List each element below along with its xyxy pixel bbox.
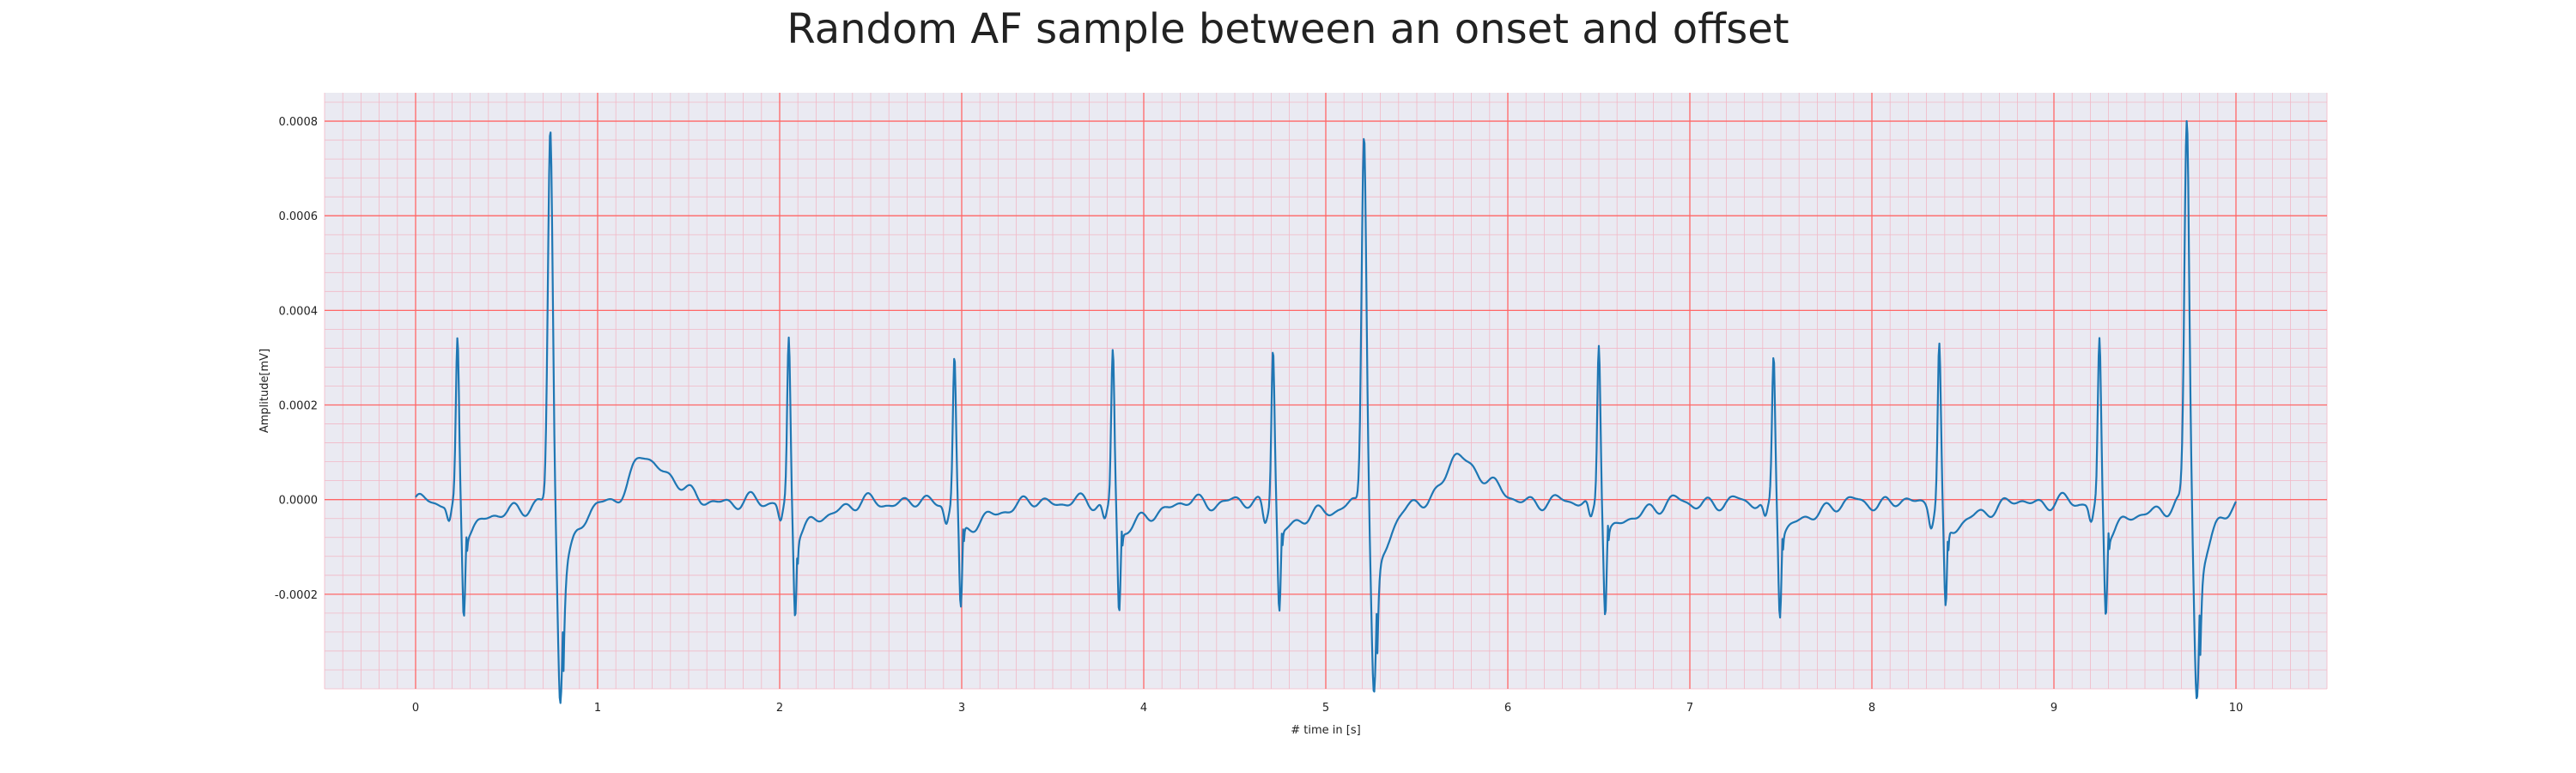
x-tick-label: 6 <box>1504 702 1511 715</box>
x-tick-label: 0 <box>412 702 419 715</box>
x-axis-label: # time in [s] <box>1291 724 1360 737</box>
x-axis-ticks: 0 1 2 3 4 5 6 7 8 9 10 <box>412 702 2243 715</box>
x-tick-label: 10 <box>2229 702 2244 715</box>
y-tick-label: -0.0002 <box>275 589 318 602</box>
ecg-signal-line <box>415 119 2237 704</box>
y-tick-label: 0.0002 <box>279 400 319 413</box>
x-tick-label: 2 <box>776 702 783 715</box>
y-tick-label: 0.0004 <box>279 305 319 318</box>
x-tick-label: 1 <box>594 702 601 715</box>
x-tick-label: 9 <box>2050 702 2057 715</box>
y-tick-label: 0.0000 <box>279 495 319 508</box>
major-grid <box>325 93 2327 689</box>
y-axis-ticks: -0.0002 0.0000 0.0002 0.0004 0.0006 0.0008 <box>275 116 318 602</box>
y-axis-label: Amplitude[mV] <box>258 349 271 433</box>
x-tick-label: 4 <box>1140 702 1147 715</box>
x-tick-label: 5 <box>1322 702 1329 715</box>
chart-title: Random AF sample between an onset and of… <box>787 5 1789 53</box>
x-tick-label: 8 <box>1868 702 1875 715</box>
y-tick-label: 0.0006 <box>279 210 319 223</box>
y-tick-label: 0.0008 <box>279 116 319 129</box>
x-tick-label: 3 <box>958 702 965 715</box>
x-tick-label: 7 <box>1686 702 1693 715</box>
